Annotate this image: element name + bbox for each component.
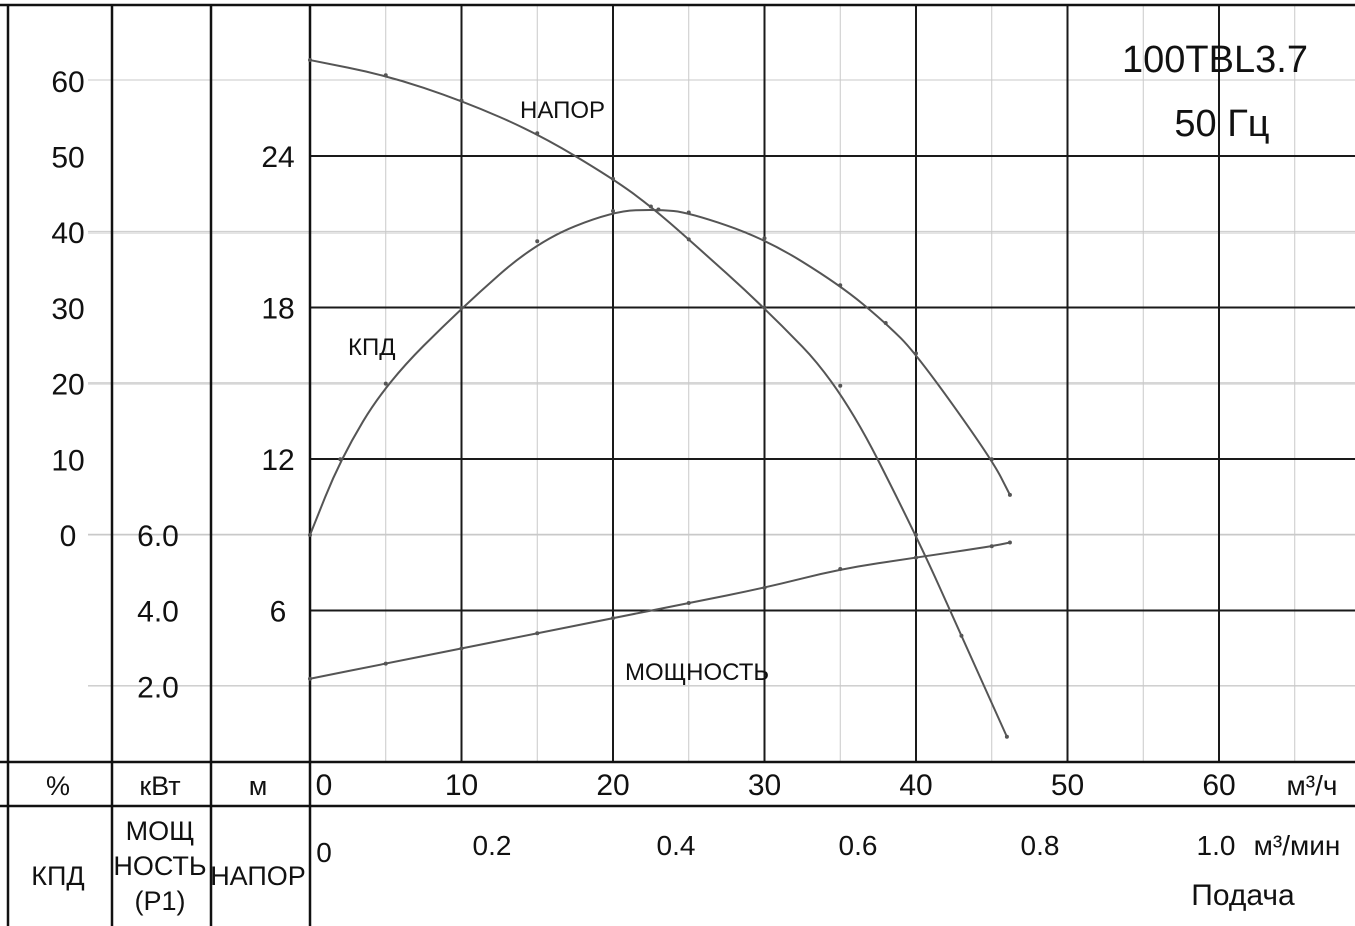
efficiency-curve-point xyxy=(338,457,343,462)
power-curve-point xyxy=(1007,540,1012,545)
power-curve-point xyxy=(308,676,312,681)
efficiency-curve xyxy=(309,208,1011,536)
efficiency-curve-point xyxy=(914,351,918,356)
efficiency-curve-point xyxy=(656,207,661,212)
power-curve-point xyxy=(383,661,388,666)
head-curve xyxy=(309,59,1008,738)
head-tick-label: 12 xyxy=(261,444,294,477)
efficiency-axis-ticks: 60 50 40 30 20 10 0 xyxy=(51,66,84,553)
head-curve-point xyxy=(762,305,767,310)
efficiency-tick-label: 50 xyxy=(51,142,84,175)
chart-frame xyxy=(0,3,1355,926)
flow-secondary-unit: м³/мин xyxy=(1254,830,1341,861)
head-axis-ticks: 24 18 12 6 xyxy=(261,141,294,629)
flow-axis-ticks: 0 10 20 30 40 50 60 xyxy=(316,769,1236,802)
power-curve-point xyxy=(914,555,918,560)
efficiency-axis-name: КПД xyxy=(31,861,84,891)
flow-secondary-tick-label: 0.8 xyxy=(1021,830,1060,861)
curves xyxy=(308,58,1012,739)
efficiency-tick-label: 20 xyxy=(51,369,84,402)
flow-tick-label: 0 xyxy=(316,769,333,802)
head-curve-label: НАПОР xyxy=(520,97,605,124)
flow-axis-label: Подача xyxy=(1191,879,1295,912)
power-axis-name-line3: (P1) xyxy=(134,886,185,916)
frequency-label: 50 Гц xyxy=(1174,103,1269,145)
head-curve-point xyxy=(611,176,615,181)
power-curve-point xyxy=(989,544,994,549)
efficiency-tick-label: 40 xyxy=(51,217,84,250)
head-axis-name: НАПОР xyxy=(210,861,306,891)
efficiency-unit-header: % xyxy=(46,771,70,801)
flow-tick-label: 20 xyxy=(596,769,629,802)
flow-tick-label: 60 xyxy=(1202,769,1235,802)
flow-unit: м³/ч xyxy=(1287,770,1338,801)
flow-secondary-tick-label: 0.4 xyxy=(657,830,696,861)
flow-secondary-axis-ticks: 0 0.2 0.4 0.6 0.8 1.0 xyxy=(316,830,1235,868)
head-curve-point xyxy=(686,237,691,242)
head-unit-header: м xyxy=(249,771,268,801)
efficiency-curve-point xyxy=(989,457,994,462)
efficiency-curve-point xyxy=(1007,492,1012,497)
efficiency-curve-label: КПД xyxy=(348,334,395,361)
head-curve-point xyxy=(648,204,653,209)
flow-secondary-tick-label: 0.2 xyxy=(473,830,512,861)
efficiency-tick-label: 0 xyxy=(60,520,77,553)
efficiency-curve-point xyxy=(762,236,767,241)
power-curve-point xyxy=(459,646,464,651)
flow-tick-label: 10 xyxy=(445,769,478,802)
head-curve-point xyxy=(1004,734,1009,739)
power-curve xyxy=(309,541,1011,680)
efficiency-curve-point xyxy=(611,209,615,214)
power-curve-point xyxy=(838,566,843,571)
efficiency-curve-point xyxy=(459,305,464,310)
efficiency-curve-point xyxy=(535,239,540,244)
power-axis-ticks: 6.0 4.0 2.0 xyxy=(137,520,179,704)
power-curve-point xyxy=(611,616,615,621)
head-curve-point xyxy=(959,633,964,638)
power-unit-header: кВт xyxy=(139,771,180,801)
power-tick-label: 4.0 xyxy=(137,596,179,629)
head-curve-point xyxy=(459,98,464,103)
flow-secondary-tick-label: 0 xyxy=(316,837,332,868)
power-curve-point xyxy=(686,601,691,606)
power-curve-point xyxy=(762,585,767,590)
head-curve-point xyxy=(838,383,843,388)
power-curve-point xyxy=(535,631,540,636)
head-curve-point xyxy=(383,73,388,78)
efficiency-curve-point xyxy=(838,283,843,288)
head-tick-label: 24 xyxy=(261,141,294,174)
head-curve-point xyxy=(308,58,312,63)
head-tick-label: 18 xyxy=(261,293,294,326)
flow-secondary-tick-label: 1.0 xyxy=(1197,830,1236,861)
pump-model-title: 100TBL3.7 xyxy=(1122,39,1308,81)
power-axis-name-line1: МОЩ xyxy=(126,816,195,846)
major-grid xyxy=(310,5,1355,762)
head-curve-point xyxy=(914,532,918,537)
power-tick-label: 6.0 xyxy=(137,520,179,553)
power-tick-label: 2.0 xyxy=(137,671,179,704)
flow-tick-label: 50 xyxy=(1051,769,1084,802)
head-curve-point xyxy=(535,131,540,136)
power-axis-name-line2: НОСТЬ xyxy=(113,851,206,881)
efficiency-tick-label: 60 xyxy=(51,66,84,99)
efficiency-curve-point xyxy=(308,533,312,537)
minor-grid xyxy=(88,5,1355,762)
efficiency-curve-point xyxy=(383,381,388,386)
efficiency-curve-point xyxy=(686,210,691,215)
head-tick-label: 6 xyxy=(270,596,287,629)
flow-secondary-tick-label: 0.6 xyxy=(839,830,878,861)
efficiency-curve-point xyxy=(883,321,888,326)
flow-tick-label: 40 xyxy=(899,769,932,802)
efficiency-tick-label: 10 xyxy=(51,444,84,477)
efficiency-tick-label: 30 xyxy=(51,293,84,326)
power-curve-label: МОЩНОСТЬ xyxy=(625,659,769,686)
flow-tick-label: 30 xyxy=(748,769,781,802)
